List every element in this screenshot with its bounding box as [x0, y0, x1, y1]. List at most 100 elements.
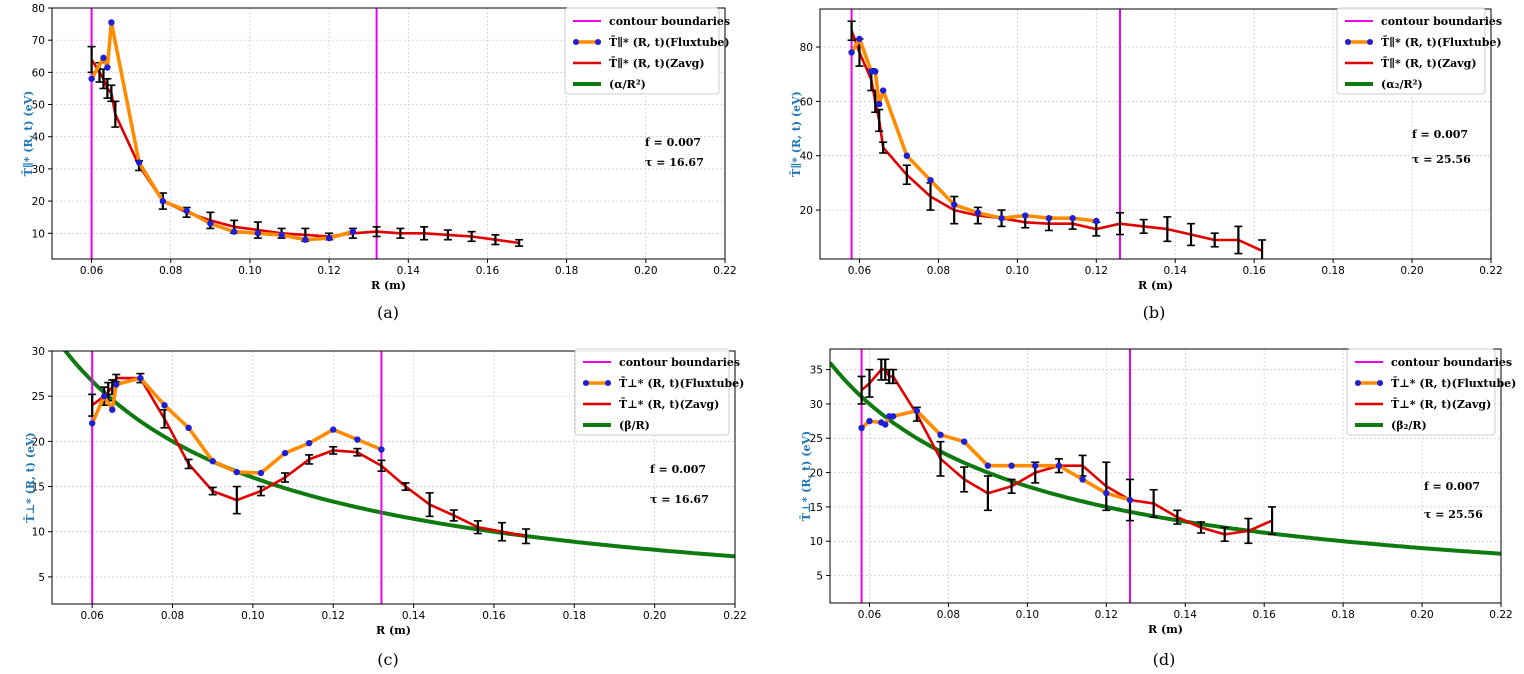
- panel-d: 0.06 0.08 0.10 0.12 0.14 0.16 0.18 0.20 0.22 5 10 1…: [762, 340, 1524, 640]
- fluxtube-point: [903, 152, 911, 159]
- errorbar: [1258, 239, 1267, 259]
- annotation-f: f = 0.007: [1412, 128, 1468, 141]
- y-tick-label: 15: [810, 502, 823, 514]
- x-tick-label: 0.08: [161, 610, 184, 622]
- x-tick-label: 0.12: [317, 265, 340, 277]
- errorbar: [875, 108, 884, 133]
- errorbar: [232, 485, 241, 515]
- legend-label: contour boundaries: [1381, 15, 1502, 28]
- errorbar: [1197, 521, 1206, 534]
- zavg-series-line: [850, 30, 1263, 252]
- fluxtube-point: [233, 468, 241, 476]
- legend-label: (α/R²): [609, 78, 646, 91]
- fluxtube-point: [1079, 476, 1086, 483]
- fluxtube-series-line: [860, 409, 1131, 502]
- errorbar: [256, 485, 265, 497]
- caption-b: (b): [1142, 303, 1166, 322]
- fluxtube-point: [876, 100, 883, 108]
- errorbar: [473, 520, 482, 535]
- legend-label: T̄∥* (R, t)(Zavg): [609, 56, 705, 70]
- caption-d: (d): [1152, 650, 1176, 669]
- fluxtube-point: [101, 392, 108, 400]
- annotation-f: f = 0.007: [1424, 480, 1480, 493]
- plot-frame: [51, 350, 736, 605]
- x-tick-label: 0.22: [1489, 609, 1512, 621]
- x-tick-label: 0.12: [322, 610, 345, 622]
- y-axis-label: T̄⊥* (R, t) (eV): [23, 432, 37, 522]
- y-tick-label: 50: [32, 100, 45, 112]
- legend-label: contour boundaries: [619, 356, 740, 369]
- errorbar: [926, 182, 935, 211]
- x-tick-label: 0.16: [1252, 609, 1276, 621]
- y-tick-label: 10: [810, 536, 823, 548]
- x-tick-label: 0.18: [555, 265, 578, 277]
- errorbar: [1268, 506, 1277, 536]
- x-tick-label: 0.06: [848, 265, 872, 277]
- errorbar: [936, 440, 945, 477]
- legend-label: T̄∥* (R, t)(Fluxtube): [609, 35, 730, 49]
- fluxtube-point: [1008, 462, 1015, 469]
- legend-box: [574, 348, 730, 436]
- y-tick-label: 40: [32, 132, 45, 144]
- fluxtube-point: [88, 75, 95, 82]
- fluxtube-point: [974, 209, 982, 217]
- legend-label: T̄⊥* (R, t)(Fluxtube): [619, 376, 744, 390]
- legend-marker-fluxtube: [583, 380, 589, 386]
- x-tick-label: 0.10: [1016, 609, 1039, 621]
- fluxtube-point: [961, 438, 968, 445]
- caption-c: (c): [377, 650, 399, 669]
- fluxtube-point: [305, 439, 313, 447]
- fluxtube-point: [257, 469, 265, 477]
- fluxtube-point: [913, 407, 921, 414]
- y-tick-label: 60: [800, 96, 813, 108]
- fluxtube-point: [856, 35, 863, 43]
- fluxtube-point: [104, 64, 111, 71]
- fluxtube-point: [109, 406, 116, 413]
- panel-a: 0.06 0.08 0.10 0.12 0.14 0.16 0.18 0.20 0.22 10 20…: [0, 0, 762, 300]
- zavg-series-line: [90, 58, 520, 245]
- errorbar: [1173, 509, 1182, 525]
- fluxtube-point: [183, 207, 190, 214]
- chart-a: 0.06 0.08 0.10 0.12 0.14 0.16 0.18 0.20 0.22 10 20…: [21, 3, 737, 292]
- fluxtube-point: [951, 201, 958, 208]
- fluxtube-point: [325, 234, 333, 242]
- legend-label: (α₂/R²): [1381, 78, 1423, 91]
- legend-marker-fluxtube: [1367, 39, 1373, 45]
- errorbar: [1102, 461, 1111, 512]
- legend-label: (β₂/R): [1391, 419, 1427, 432]
- errorbar: [983, 475, 992, 512]
- plot-area: [830, 349, 1501, 603]
- errorbar: [449, 509, 458, 522]
- x-axis-label: R (m): [376, 624, 411, 637]
- fluxtube-point: [100, 54, 107, 62]
- fluxtube-point: [137, 374, 144, 382]
- fluxtube-point: [872, 68, 879, 75]
- y-tick-label: 20: [800, 205, 813, 217]
- legend-label: contour boundaries: [1391, 356, 1512, 369]
- y-tick-label: 20: [32, 196, 45, 208]
- fluxtube-point: [1022, 212, 1029, 219]
- fluxtube-point: [848, 49, 855, 56]
- errorbar: [1244, 517, 1253, 545]
- x-tick-label: 0.14: [1174, 609, 1198, 621]
- fluxtube-point: [866, 417, 873, 425]
- y-tick-label: 35: [810, 365, 823, 377]
- fluxtube-point: [1045, 215, 1053, 222]
- x-tick-label: 0.06: [80, 610, 104, 622]
- fluxtube-point: [108, 19, 115, 26]
- y-tick-label: 5: [816, 571, 823, 583]
- errorbar: [1007, 478, 1016, 494]
- errorbar: [515, 238, 524, 247]
- errorbar: [522, 528, 531, 545]
- legend-marker-fluxtube: [595, 39, 601, 45]
- errorbar: [184, 458, 193, 470]
- errorbar: [1149, 488, 1158, 518]
- errorbar: [1210, 232, 1219, 248]
- y-tick-label: 25: [32, 391, 45, 403]
- errorbar: [111, 100, 120, 128]
- y-tick-label: 15: [32, 482, 45, 494]
- legend-box: [1346, 348, 1496, 436]
- errorbar: [107, 84, 116, 103]
- fluxtube-point: [1093, 217, 1100, 225]
- fluxtube-point: [230, 228, 238, 235]
